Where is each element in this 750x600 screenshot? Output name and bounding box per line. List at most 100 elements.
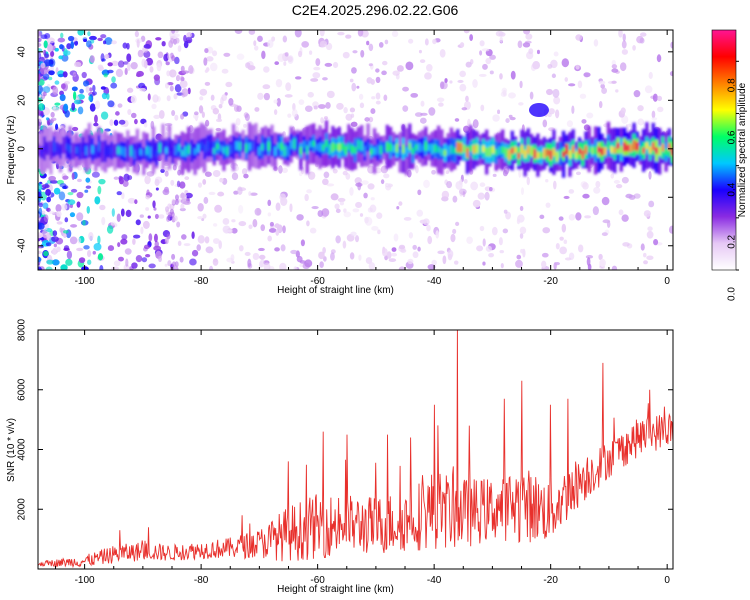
- noise-speck: [110, 221, 116, 226]
- noise-speck: [355, 201, 363, 209]
- noise-speck: [56, 211, 62, 217]
- ridge-core: [110, 147, 114, 154]
- noise-speck: [419, 117, 427, 124]
- noise-speck: [519, 80, 523, 89]
- noise-speck: [131, 112, 137, 119]
- ridge-core: [443, 149, 447, 157]
- ridge-core: [184, 146, 187, 157]
- noise-speck: [555, 242, 560, 250]
- noise-speck: [41, 210, 46, 216]
- noise-speck: [309, 227, 317, 234]
- ridge-core: [389, 143, 392, 152]
- noise-speck: [204, 69, 209, 73]
- noise-speck: [176, 221, 181, 228]
- noise-speck: [100, 86, 106, 90]
- ridge-core: [200, 141, 203, 149]
- noise-speck: [254, 207, 262, 216]
- ridge-core: [418, 142, 421, 152]
- bottom-ytick-label: 6000: [17, 378, 28, 401]
- noise-speck: [459, 42, 465, 48]
- noise-speck: [656, 95, 663, 102]
- noise-speck: [311, 205, 319, 210]
- noise-speck: [452, 228, 457, 234]
- ridge-core: [559, 149, 562, 158]
- noise-speck: [377, 229, 381, 235]
- colorbar-tick-label: 0.2: [727, 234, 738, 248]
- ridge-core: [257, 146, 261, 156]
- noise-speck: [235, 117, 241, 126]
- noise-speck: [40, 236, 45, 241]
- noise-speck: [45, 117, 50, 121]
- noise-speck: [627, 123, 632, 128]
- noise-speck: [335, 235, 341, 244]
- bottom-ytick-label: 2000: [17, 498, 28, 521]
- noise-speck: [47, 43, 53, 53]
- ridge-core: [43, 144, 46, 153]
- noise-speck: [459, 70, 467, 78]
- ridge-core: [651, 142, 655, 151]
- ridge-core: [571, 145, 575, 154]
- noise-speck: [275, 202, 281, 211]
- noise-speck: [212, 223, 218, 227]
- noise-speck: [185, 192, 193, 199]
- noise-speck: [124, 248, 132, 255]
- ridge-core: [289, 140, 293, 149]
- noise-speck: [170, 179, 175, 186]
- ridge-core: [642, 147, 645, 154]
- ridge-core: [321, 144, 325, 152]
- noise-speck: [38, 42, 42, 47]
- ridge-core: [414, 144, 418, 151]
- noise-speck: [64, 217, 69, 223]
- noise-speck: [84, 189, 89, 193]
- noise-speck: [330, 252, 335, 261]
- noise-speck: [479, 40, 485, 47]
- ridge-core: [305, 145, 309, 155]
- noise-speck: [488, 186, 493, 192]
- noise-speck: [633, 90, 641, 98]
- noise-speck: [62, 50, 71, 56]
- noise-speck: [204, 81, 211, 86]
- ridge-core: [446, 145, 450, 156]
- noise-speck: [60, 203, 68, 211]
- noise-speck: [598, 100, 603, 109]
- noise-speck: [651, 117, 658, 121]
- noise-speck: [107, 69, 114, 74]
- top-ytick-label: -40: [17, 238, 28, 253]
- ridge-core: [40, 149, 43, 156]
- noise-speck: [669, 71, 673, 77]
- noise-speck: [335, 208, 341, 214]
- top-xtick-label: -80: [194, 276, 209, 287]
- noise-speck: [501, 87, 508, 94]
- ridge-core: [619, 145, 623, 154]
- ridge-core: [594, 146, 597, 155]
- noise-speck: [300, 239, 305, 247]
- noise-speck: [93, 122, 99, 127]
- ridge-core: [366, 141, 370, 149]
- top-ytick-label: 40: [17, 46, 28, 58]
- ridge-core: [273, 146, 277, 156]
- noise-speck: [165, 61, 170, 66]
- ridge-core: [62, 141, 66, 149]
- noise-speck: [183, 243, 191, 247]
- noise-speck: [301, 41, 310, 48]
- noise-speck: [174, 56, 180, 65]
- noise-speck: [38, 207, 43, 216]
- colorbar-tick-label: 0.0: [727, 287, 738, 301]
- ridge-core: [174, 145, 178, 156]
- ridge-core: [38, 146, 40, 154]
- noise-speck: [472, 199, 481, 208]
- ridge-core: [546, 149, 549, 157]
- noise-speck: [197, 235, 205, 244]
- noise-speck: [122, 179, 129, 188]
- noise-speck: [309, 50, 313, 55]
- top-ytick-label: 20: [17, 94, 28, 106]
- noise-speck: [368, 262, 376, 270]
- noise-speck: [363, 192, 368, 199]
- noise-speck: [42, 202, 49, 209]
- noise-speck: [307, 91, 314, 98]
- ridge-core: [482, 145, 485, 153]
- noise-speck: [621, 40, 627, 49]
- ridge-core: [75, 146, 78, 154]
- noise-speck: [646, 255, 654, 261]
- noise-speck: [639, 32, 647, 37]
